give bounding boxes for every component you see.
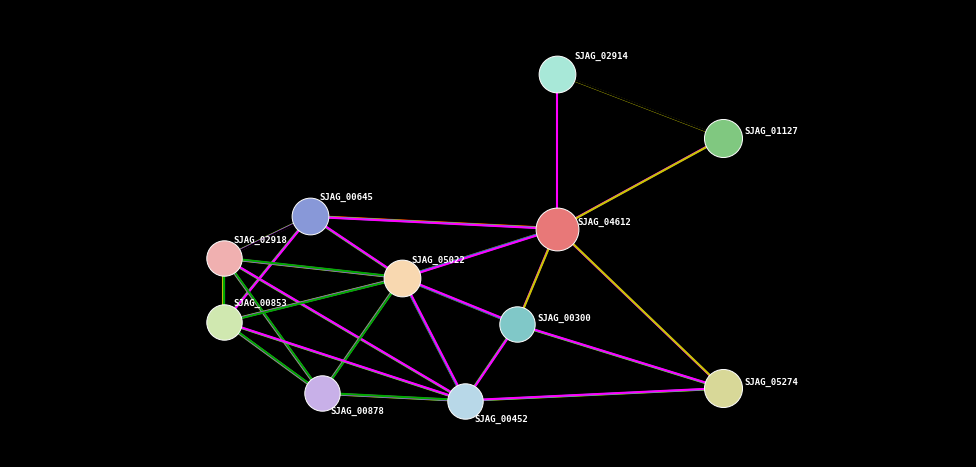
Text: SJAG_02914: SJAG_02914 [574, 52, 628, 61]
Text: SJAG_01127: SJAG_01127 [744, 127, 797, 136]
Point [715, 385, 731, 392]
Text: SJAG_05022: SJAG_05022 [411, 255, 465, 265]
Text: SJAG_00878: SJAG_00878 [331, 407, 385, 417]
Point [549, 225, 565, 232]
Point [549, 70, 565, 78]
Text: SJAG_00853: SJAG_00853 [233, 299, 287, 308]
Point [216, 318, 231, 325]
Text: SJAG_02918: SJAG_02918 [233, 236, 287, 245]
Point [457, 397, 472, 404]
Point [715, 134, 731, 142]
Text: SJAG_05274: SJAG_05274 [744, 378, 797, 387]
Point [303, 212, 318, 220]
Point [394, 274, 410, 282]
Text: SJAG_00300: SJAG_00300 [538, 314, 591, 323]
Point [216, 255, 231, 262]
Text: SJAG_00645: SJAG_00645 [319, 193, 373, 202]
Text: SJAG_04612: SJAG_04612 [578, 218, 631, 227]
Text: SJAG_00452: SJAG_00452 [474, 415, 528, 424]
Point [508, 321, 524, 328]
Point [313, 389, 329, 397]
